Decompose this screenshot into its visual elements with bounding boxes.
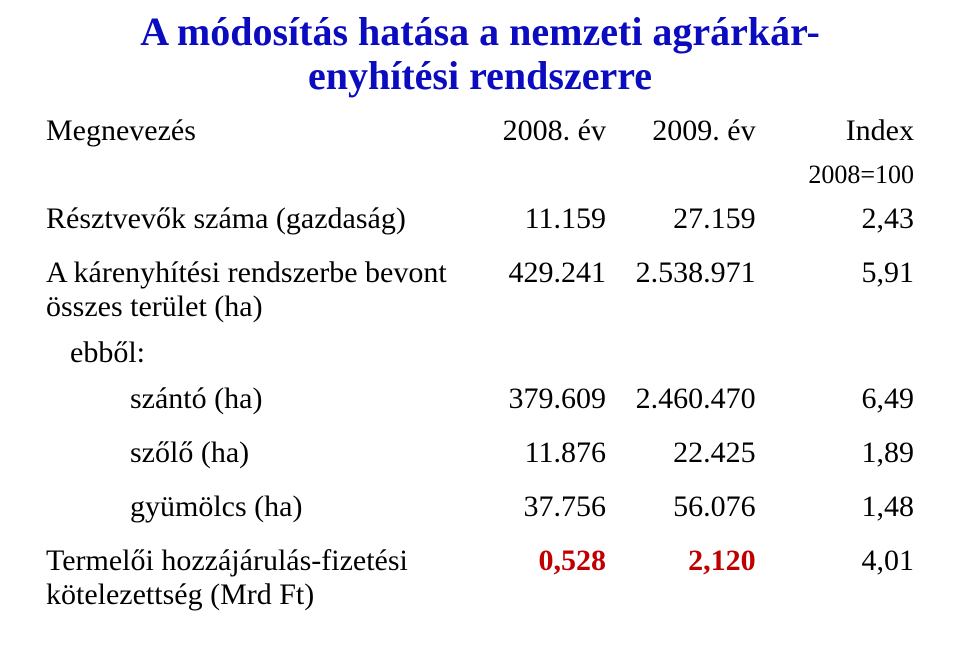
row-gyumolcs: gyümölcs (ha) 37.756 56.076 1,48: [40, 480, 920, 534]
szolo-label: szőlő (ha): [40, 426, 462, 480]
area-total-label-l2: összes terület (ha): [46, 290, 263, 323]
contribution-label: Termelői hozzájárulás-fizetési kötelezet…: [40, 534, 462, 622]
area-total-label: A kárenyhítési rendszerbe bevont összes …: [40, 246, 462, 334]
table-header-row: Megnevezés 2008. év 2009. év Index: [40, 104, 920, 158]
contribution-2009: 2,120: [612, 534, 762, 622]
area-total-index: 5,91: [762, 246, 920, 334]
szanto-2008: 379.609: [462, 372, 612, 426]
row-ebbol: ebből:: [40, 334, 920, 372]
szanto-label: szántó (ha): [40, 372, 462, 426]
contribution-label-l1: Termelői hozzájárulás-fizetési: [46, 544, 408, 577]
szolo-2009: 22.425: [612, 426, 762, 480]
szolo-index: 1,89: [762, 426, 920, 480]
header-2009: 2009. év: [612, 104, 762, 158]
title-line-1: A módosítás hatása a nemzeti agrárkár-: [140, 9, 820, 54]
page: A módosítás hatása a nemzeti agrárkár- e…: [0, 0, 960, 658]
header-label: Megnevezés: [40, 104, 462, 158]
gyumolcs-2009: 56.076: [612, 480, 762, 534]
szanto-2009: 2.460.470: [612, 372, 762, 426]
participants-2008: 11.159: [462, 192, 612, 246]
gyumolcs-2008: 37.756: [462, 480, 612, 534]
header-index-sub: 2008=100: [762, 158, 920, 192]
gyumolcs-label: gyümölcs (ha): [40, 480, 462, 534]
participants-2009: 27.159: [612, 192, 762, 246]
area-total-label-l1: A kárenyhítési rendszerbe bevont: [46, 256, 447, 289]
contribution-2008: 0,528: [462, 534, 612, 622]
participants-index: 2,43: [762, 192, 920, 246]
ebbol-label: ebből:: [40, 334, 462, 372]
title-line-2: enyhítési rendszerre: [308, 53, 652, 98]
szanto-index: 6,49: [762, 372, 920, 426]
szolo-2008: 11.876: [462, 426, 612, 480]
row-participants: Résztvevők száma (gazdaság) 11.159 27.15…: [40, 192, 920, 246]
data-table: Megnevezés 2008. év 2009. év Index 2008=…: [40, 104, 920, 622]
area-total-2008: 429.241: [462, 246, 612, 334]
gyumolcs-index: 1,48: [762, 480, 920, 534]
participants-label: Résztvevők száma (gazdaság): [40, 192, 462, 246]
contribution-index: 4,01: [762, 534, 920, 622]
area-total-2009: 2.538.971: [612, 246, 762, 334]
row-contribution: Termelői hozzájárulás-fizetési kötelezet…: [40, 534, 920, 622]
header-2008: 2008. év: [462, 104, 612, 158]
row-szanto: szántó (ha) 379.609 2.460.470 6,49: [40, 372, 920, 426]
row-area-total: A kárenyhítési rendszerbe bevont összes …: [40, 246, 920, 334]
page-title: A módosítás hatása a nemzeti agrárkár- e…: [40, 10, 920, 98]
table-header-sub-row: 2008=100: [40, 158, 920, 192]
header-index: Index: [762, 104, 920, 158]
row-szolo: szőlő (ha) 11.876 22.425 1,89: [40, 426, 920, 480]
contribution-label-l2: kötelezettség (Mrd Ft): [46, 578, 314, 611]
